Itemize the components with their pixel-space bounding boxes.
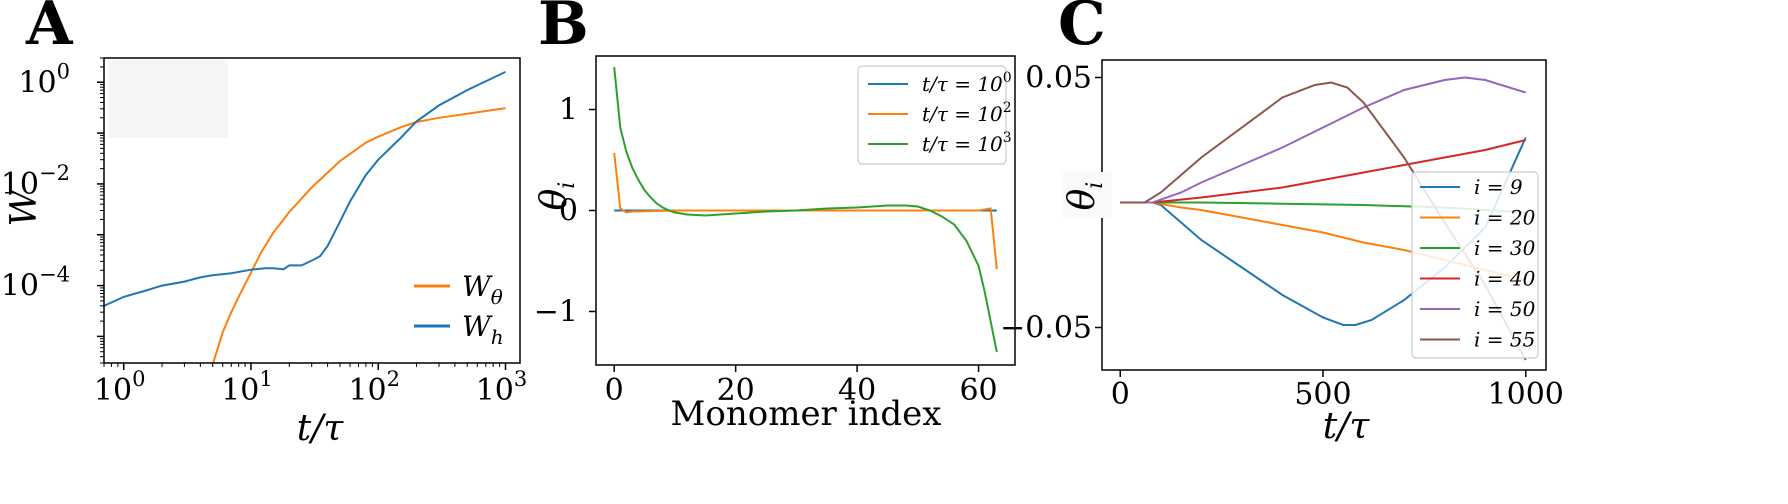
x-tick-label: 101 bbox=[221, 367, 273, 408]
legend-label-subscript: h bbox=[491, 325, 504, 349]
y-tick-label-base: 10 bbox=[1, 167, 39, 202]
legend-label-base: W bbox=[462, 270, 493, 303]
y-axis-label: W bbox=[4, 187, 45, 227]
legend-label: t/τ = 103 bbox=[922, 130, 1012, 156]
legend-label-base: t/τ = 10 bbox=[922, 102, 1003, 126]
x-tick-label: 0 bbox=[1111, 377, 1130, 412]
legend-label-base: t/τ = 10 bbox=[922, 72, 1003, 96]
background-patch bbox=[108, 60, 228, 138]
y-axis-label-subscript: i bbox=[1083, 182, 1108, 189]
y-tick-label: −1 bbox=[534, 294, 578, 329]
x-tick-label: 1000 bbox=[1488, 377, 1564, 412]
series-line-3 bbox=[1120, 139, 1526, 204]
legend-label-exponent: 2 bbox=[1003, 100, 1012, 116]
y-tick-label: 1 bbox=[559, 93, 578, 128]
series-line-w-theta bbox=[212, 107, 506, 363]
x-tick-label: 40 bbox=[838, 373, 876, 408]
x-tick-label: 60 bbox=[959, 373, 997, 408]
y-axis-label-subscript: i bbox=[555, 182, 580, 189]
legend-label-exponent: 3 bbox=[1003, 130, 1012, 146]
x-tick-label-base: 10 bbox=[94, 373, 132, 408]
x-axis-label: t/τ bbox=[1323, 406, 1371, 447]
legend-label-subscript: θ bbox=[491, 285, 503, 309]
x-tick-label: 20 bbox=[717, 373, 755, 408]
x-tick-label-base: 10 bbox=[348, 373, 386, 408]
y-tick-label: −0.05 bbox=[1000, 311, 1092, 346]
x-axis-label: t/τ bbox=[297, 408, 345, 449]
x-tick-label: 100 bbox=[94, 367, 146, 408]
y-label-patch bbox=[1062, 172, 1112, 218]
y-tick-label-base: 10 bbox=[18, 65, 56, 100]
y-axis-label-base: θ bbox=[534, 188, 575, 210]
y-tick-label-exponent: 0 bbox=[57, 59, 70, 83]
legend-frame bbox=[857, 65, 1007, 165]
y-tick-label: 0.05 bbox=[1025, 61, 1092, 96]
y-tick-label-base: 10 bbox=[1, 269, 39, 304]
legend-label: Wθ bbox=[462, 270, 503, 309]
legend-label: i = 50 bbox=[1474, 297, 1536, 321]
y-axis-label: θi bbox=[1062, 182, 1108, 211]
series-line-4 bbox=[1120, 76, 1526, 204]
legend-label: i = 30 bbox=[1474, 236, 1536, 260]
y-axis-label-base: θ bbox=[1062, 188, 1103, 210]
legend-label: i = 55 bbox=[1474, 328, 1535, 352]
x-tick-label: 500 bbox=[1294, 377, 1351, 412]
x-tick-label-exponent: 1 bbox=[259, 367, 272, 391]
legend-label: Wh bbox=[462, 310, 504, 349]
x-tick-label: 0 bbox=[605, 373, 624, 408]
panel-letter-a: A bbox=[25, 0, 74, 59]
series-line-w-h bbox=[104, 70, 506, 307]
x-tick-label-base: 10 bbox=[221, 373, 259, 408]
series-line-2 bbox=[613, 66, 998, 353]
y-tick-label: 10−4 bbox=[1, 263, 70, 304]
panel-letter-c: C bbox=[1058, 0, 1106, 59]
y-tick-label-exponent: −2 bbox=[39, 161, 70, 185]
legend-label: t/τ = 100 bbox=[922, 70, 1012, 96]
panel-letter-b: B bbox=[538, 0, 589, 59]
y-tick-label-exponent: −4 bbox=[39, 263, 70, 287]
series-line-1 bbox=[613, 152, 998, 270]
legend-c: i = 9 i = 20 i = 30 i = 40 i = 50 i = 55 bbox=[1411, 171, 1539, 359]
legend-label: t/τ = 102 bbox=[922, 100, 1012, 126]
x-tick-label-exponent: 0 bbox=[132, 367, 145, 391]
legend-label-base: W bbox=[462, 310, 493, 343]
y-tick-label: 0 bbox=[559, 194, 578, 229]
x-tick-label: 102 bbox=[348, 367, 400, 408]
x-tick-label-exponent: 3 bbox=[514, 367, 527, 391]
legend-label-exponent: 0 bbox=[1003, 70, 1012, 86]
x-tick-label-exponent: 2 bbox=[387, 367, 400, 391]
legend-label: i = 9 bbox=[1474, 175, 1523, 199]
legend-label-base: t/τ = 10 bbox=[922, 132, 1003, 156]
legend-label: i = 20 bbox=[1474, 206, 1536, 230]
y-tick-label: 10−2 bbox=[1, 161, 70, 202]
x-tick-label: 103 bbox=[476, 367, 528, 408]
x-axis-label: Monomer index bbox=[671, 394, 942, 434]
legend-label: i = 40 bbox=[1474, 267, 1536, 291]
x-tick-label-base: 10 bbox=[476, 373, 514, 408]
y-tick-label: 100 bbox=[18, 59, 70, 100]
panel-c: C 0 500 1000 −0.05 0.05 t/τ θi i = 9 i = 20 i = 30… bbox=[1000, 0, 1564, 447]
y-axis-label: θi bbox=[534, 182, 580, 211]
